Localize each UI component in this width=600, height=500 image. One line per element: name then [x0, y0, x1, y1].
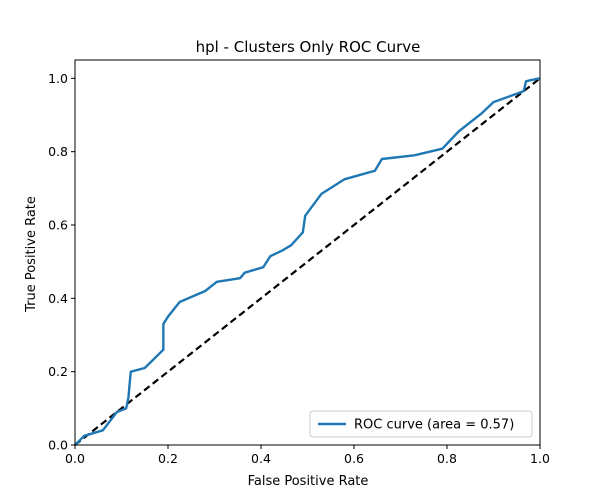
chart-title: hpl - Clusters Only ROC Curve [196, 38, 421, 56]
x-tick-label: 0.4 [251, 451, 271, 466]
y-tick-label: 1.0 [48, 71, 68, 86]
y-tick-label: 0.4 [48, 291, 68, 306]
x-tick-label: 0.2 [158, 451, 178, 466]
legend-box [309, 410, 533, 438]
x-tick-label: 1.0 [530, 451, 550, 466]
chance-diagonal-line [74, 77, 541, 446]
x-tick-label: 0.6 [344, 451, 364, 466]
x-axis-ticks: 0.0 0.2 0.4 0.6 0.8 1.0 [65, 445, 550, 466]
y-tick-label: 0.6 [48, 218, 68, 233]
y-axis-ticks: 0.0 0.2 0.4 0.6 0.8 1.0 [48, 71, 75, 453]
y-tick-label: 0.8 [48, 144, 68, 159]
plot-area [74, 59, 541, 446]
x-tick-label: 0.0 [65, 451, 85, 466]
x-axis-label: False Positive Rate [248, 474, 369, 489]
legend-roc-label: ROC curve (area = 0.57) [354, 418, 514, 433]
legend: ROC curve (area = 0.57) [309, 410, 533, 438]
plot-frame [74, 59, 541, 446]
x-tick-label: 0.8 [437, 451, 457, 466]
y-axis-label: True Positive Rate [24, 196, 39, 313]
y-tick-label: 0.2 [48, 364, 68, 379]
y-tick-label: 0.0 [48, 438, 68, 453]
roc-curve-line [74, 77, 541, 446]
